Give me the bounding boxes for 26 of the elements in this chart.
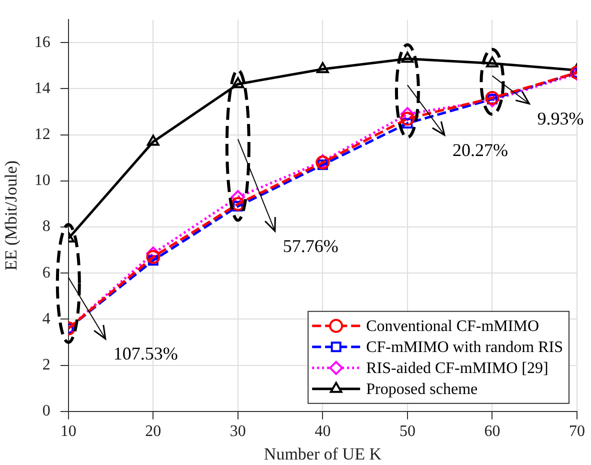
x-axis-title: Number of UE K — [264, 444, 382, 464]
y-tick-label: 6 — [42, 264, 50, 282]
x-tick-label: 30 — [230, 423, 246, 440]
x-tick-label: 70 — [569, 423, 585, 440]
legend-label: CF-mMIMO with random RIS — [366, 339, 564, 356]
legend-label: RIS-aided CF-mMIMO [29] — [366, 360, 548, 378]
x-tick-label: 60 — [484, 423, 500, 440]
y-tick-label: 16 — [34, 34, 50, 51]
y-tick-label: 2 — [42, 356, 50, 374]
y-tick-label: 8 — [42, 218, 50, 236]
annotation: 107.53% — [113, 344, 178, 364]
x-tick-label: 40 — [314, 423, 331, 440]
x-tick-label: 10 — [60, 423, 76, 440]
y-tick-label: 10 — [34, 172, 50, 190]
y-tick-label: 0 — [42, 402, 50, 420]
legend-label: Conventional CF-mMIMO — [366, 318, 539, 336]
annotation: 20.27% — [452, 140, 508, 160]
x-tick-label: 20 — [145, 423, 162, 440]
legend-label: Proposed scheme — [366, 381, 478, 398]
y-tick-label: 4 — [42, 310, 50, 328]
annotation: 57.76% — [282, 236, 338, 256]
y-axis-title: EE (Mbit/Joule) — [2, 160, 21, 271]
annotation: 9.93% — [537, 108, 584, 128]
x-tick-label: 50 — [399, 423, 416, 440]
y-tick-label: 14 — [34, 80, 50, 97]
y-tick-label: 12 — [34, 126, 50, 144]
